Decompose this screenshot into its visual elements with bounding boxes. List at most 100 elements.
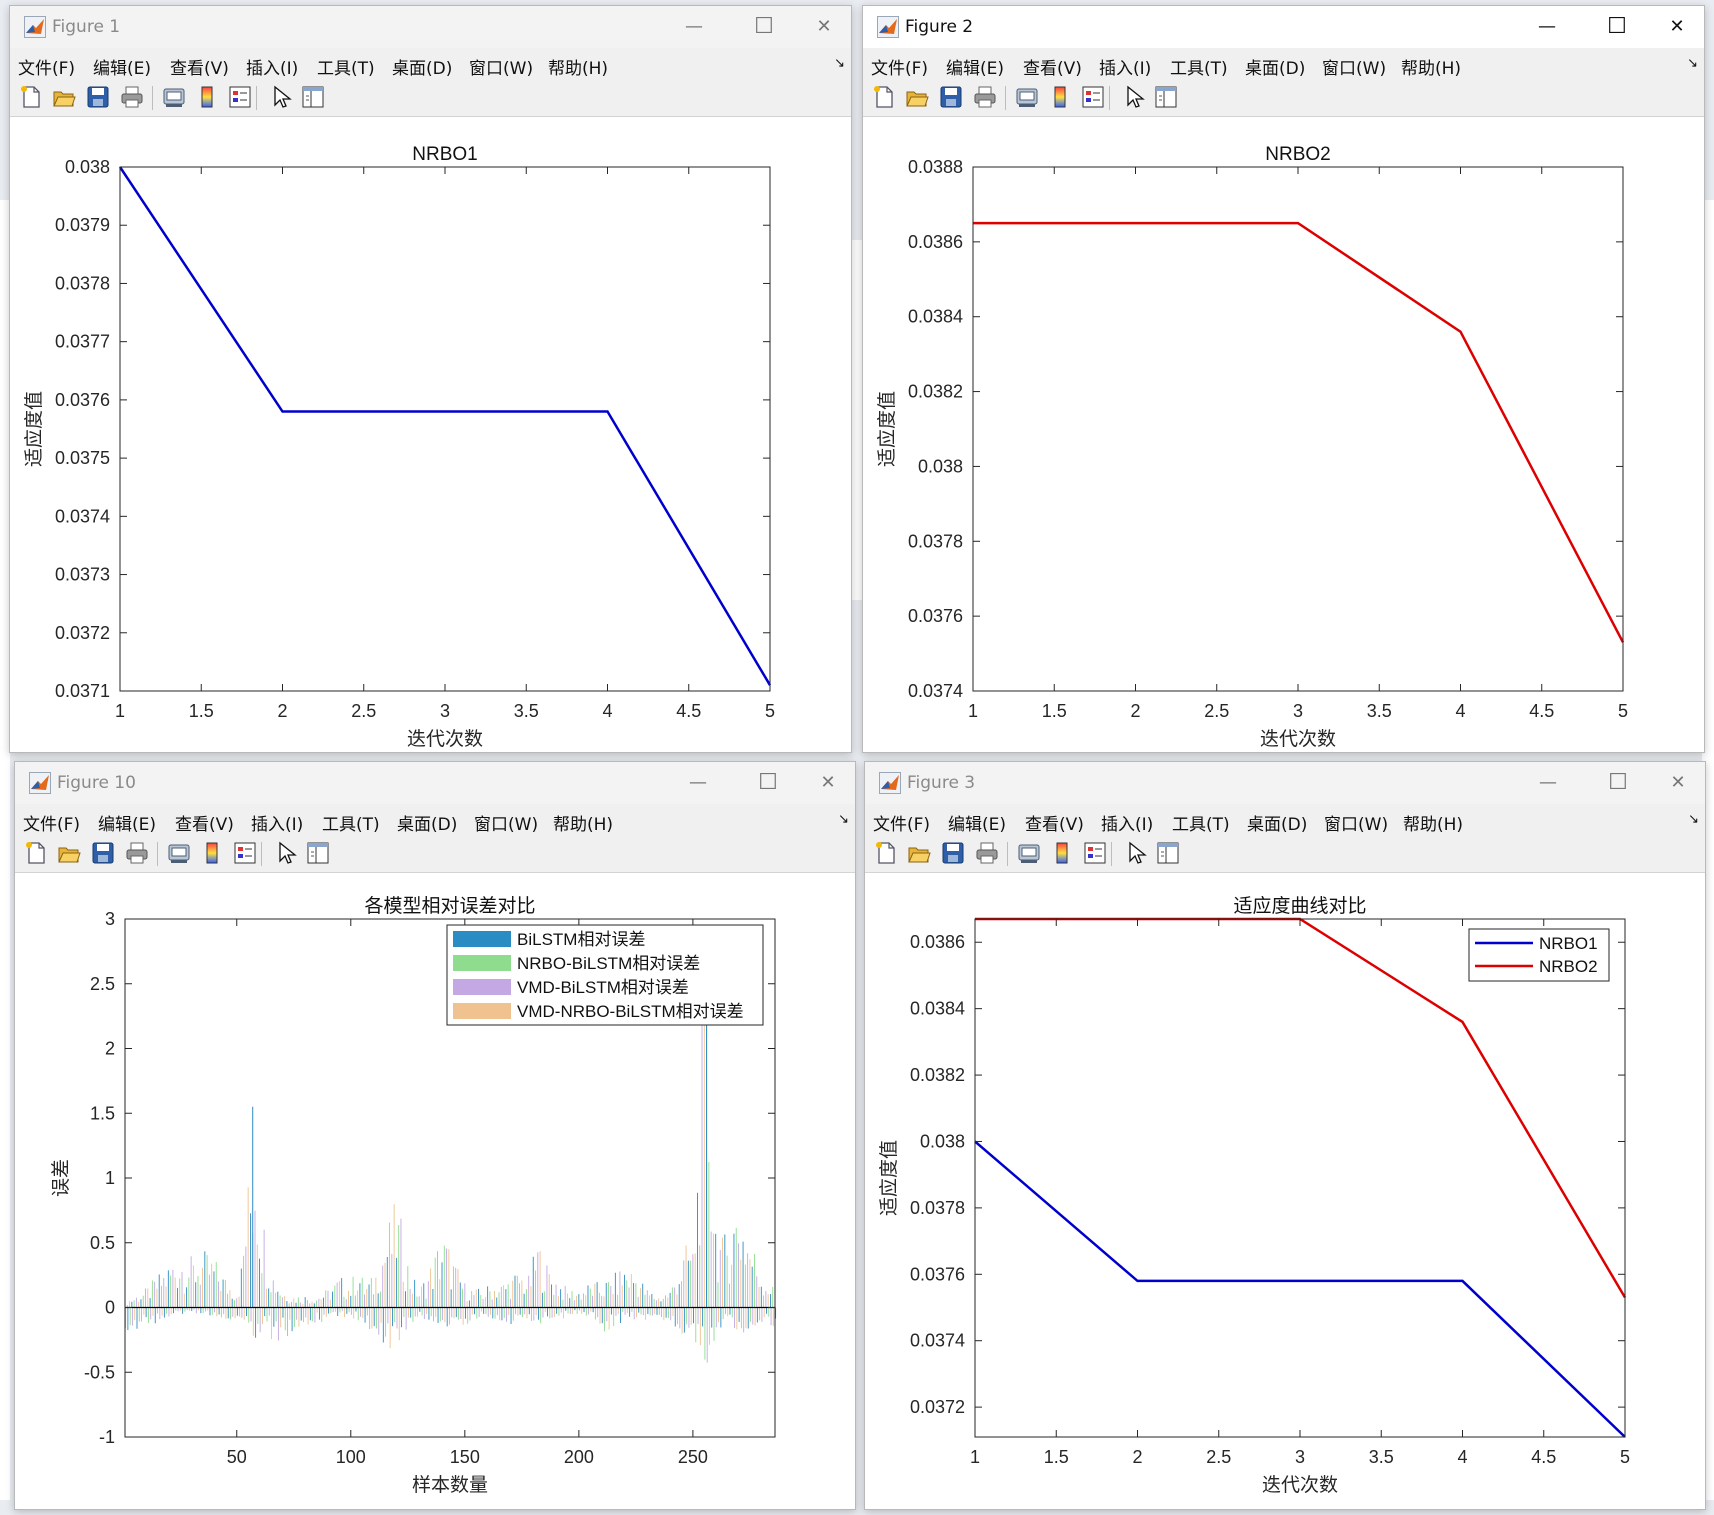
colorbar-icon[interactable] (1049, 840, 1075, 866)
menu-item-2[interactable]: 查看(V) (1023, 59, 1082, 79)
dock-arrow-icon[interactable]: ↘ (838, 812, 849, 827)
print-preview-icon[interactable] (1016, 840, 1042, 866)
legend-icon[interactable] (1080, 84, 1106, 110)
save-icon[interactable] (85, 84, 111, 110)
pointer-icon[interactable] (267, 84, 293, 110)
property-editor-icon[interactable] (1155, 840, 1181, 866)
axes-fig2[interactable]: 1 1.5 2 2.5 3 3.5 4 4.5 5 0.0374 0.0376 0.0378 0.038… (863, 117, 1704, 753)
menu-item-6[interactable]: 窗口(W) (1324, 815, 1389, 835)
menu-item-3[interactable]: 插入(I) (1101, 815, 1154, 835)
print-icon[interactable] (972, 84, 998, 110)
menu-item-7[interactable]: 帮助(H) (1403, 815, 1464, 835)
legend-icon[interactable] (1082, 840, 1108, 866)
maximize-button[interactable]: ☐ (754, 14, 774, 39)
menu-item-1[interactable]: 编辑(E) (948, 815, 1007, 835)
maximize-button[interactable]: ☐ (1608, 770, 1628, 795)
legend-icon[interactable] (227, 84, 253, 110)
axes-fig1[interactable]: 1 1.5 2 2.5 3 3.5 4 4.5 5 0.0371 0.0372 0.0373 0.037… (10, 117, 851, 753)
close-button[interactable]: ✕ (1669, 16, 1685, 37)
menu-item-0[interactable]: 文件(F) (873, 815, 931, 835)
save-icon[interactable] (938, 84, 964, 110)
pointer-icon[interactable] (272, 840, 298, 866)
print-icon[interactable] (124, 840, 150, 866)
open-file-icon[interactable] (51, 84, 77, 110)
figure-canvas[interactable]: 1 1.5 2 2.5 3 3.5 4 4.5 5 0.0372 0.0374 0.0376 0.037… (865, 873, 1705, 1509)
axes-fig3[interactable]: 1 1.5 2 2.5 3 3.5 4 4.5 5 0.0372 0.0374 0.0376 0.037… (865, 873, 1705, 1510)
save-icon[interactable] (90, 840, 116, 866)
title-bar[interactable]: Figure 2 — ☐ ✕ (863, 6, 1704, 48)
menu-item-4[interactable]: 工具(T) (322, 815, 380, 835)
open-file-icon[interactable] (904, 84, 930, 110)
dock-arrow-icon[interactable]: ↘ (1688, 812, 1699, 827)
print-icon[interactable] (974, 840, 1000, 866)
property-editor-icon[interactable] (300, 84, 326, 110)
close-button[interactable]: ✕ (820, 772, 836, 793)
menu-item-6[interactable]: 窗口(W) (469, 59, 534, 79)
title-bar[interactable]: Figure 3 — ☐ ✕ (865, 762, 1705, 804)
title-bar[interactable]: Figure 1 — ☐ ✕ (10, 6, 851, 48)
fig3-window[interactable]: Figure 3 — ☐ ✕ 文件(F) 编辑(E) 查看(V) 插入(I) 工具(T) 桌面(D… (864, 761, 1706, 1510)
open-file-icon[interactable] (56, 840, 82, 866)
fig10-window[interactable]: Figure 10 — ☐ ✕ 文件(F) 编辑(E) 查看(V) 插入(I) 工具(T) 桌面(… (14, 761, 856, 1510)
legend-box[interactable] (1468, 928, 1610, 982)
menu-item-0[interactable]: 文件(F) (18, 59, 76, 79)
menu-item-5[interactable]: 桌面(D) (1247, 815, 1308, 835)
colorbar-icon[interactable] (194, 84, 220, 110)
menu-item-4[interactable]: 工具(T) (1170, 59, 1228, 79)
menu-item-7[interactable]: 帮助(H) (553, 815, 614, 835)
menu-item-2[interactable]: 查看(V) (175, 815, 234, 835)
menu-item-1[interactable]: 编辑(E) (93, 59, 152, 79)
menu-item-0[interactable]: 文件(F) (871, 59, 929, 79)
menu-item-0[interactable]: 文件(F) (23, 815, 81, 835)
dock-arrow-icon[interactable]: ↘ (1687, 56, 1698, 71)
menu-item-7[interactable]: 帮助(H) (548, 59, 609, 79)
menu-item-2[interactable]: 查看(V) (1025, 815, 1084, 835)
menu-item-1[interactable]: 编辑(E) (946, 59, 1005, 79)
minimize-button[interactable]: — (1539, 772, 1557, 793)
maximize-button[interactable]: ☐ (758, 770, 778, 795)
legend-icon[interactable] (232, 840, 258, 866)
save-icon[interactable] (940, 840, 966, 866)
menu-item-3[interactable]: 插入(I) (246, 59, 299, 79)
menu-item-5[interactable]: 桌面(D) (1245, 59, 1306, 79)
open-file-icon[interactable] (906, 840, 932, 866)
figure-canvas[interactable]: 1 1.5 2 2.5 3 3.5 4 4.5 5 0.0374 0.0376 0.0378 0.038… (863, 117, 1704, 752)
new-figure-icon[interactable] (871, 84, 897, 110)
menu-item-3[interactable]: 插入(I) (251, 815, 304, 835)
axes-fig10[interactable]: 50 100 150 200 250 -1 -0.5 0 0.5 1 1.5 2 2.5 3 各模型相对误差… (15, 873, 855, 1510)
property-editor-icon[interactable] (1153, 84, 1179, 110)
print-icon[interactable] (119, 84, 145, 110)
menu-item-4[interactable]: 工具(T) (1172, 815, 1230, 835)
print-preview-icon[interactable] (161, 84, 187, 110)
menu-item-3[interactable]: 插入(I) (1099, 59, 1152, 79)
colorbar-icon[interactable] (1047, 84, 1073, 110)
menu-item-1[interactable]: 编辑(E) (98, 815, 157, 835)
print-preview-icon[interactable] (1014, 84, 1040, 110)
minimize-button[interactable]: — (685, 16, 703, 37)
menu-item-6[interactable]: 窗口(W) (1322, 59, 1387, 79)
new-figure-icon[interactable] (873, 840, 899, 866)
minimize-button[interactable]: — (1538, 16, 1556, 37)
figure-canvas[interactable]: 50 100 150 200 250 -1 -0.5 0 0.5 1 1.5 2 2.5 3 各模型相对误差… (15, 873, 855, 1509)
pointer-icon[interactable] (1120, 84, 1146, 110)
menu-item-2[interactable]: 查看(V) (170, 59, 229, 79)
property-editor-icon[interactable] (305, 840, 331, 866)
close-button[interactable]: ✕ (816, 16, 832, 37)
menu-item-5[interactable]: 桌面(D) (397, 815, 458, 835)
pointer-icon[interactable] (1122, 840, 1148, 866)
minimize-button[interactable]: — (689, 772, 707, 793)
menu-item-6[interactable]: 窗口(W) (474, 815, 539, 835)
close-button[interactable]: ✕ (1670, 772, 1686, 793)
menu-item-4[interactable]: 工具(T) (317, 59, 375, 79)
dock-arrow-icon[interactable]: ↘ (834, 56, 845, 71)
menu-item-7[interactable]: 帮助(H) (1401, 59, 1462, 79)
colorbar-icon[interactable] (199, 840, 225, 866)
new-figure-icon[interactable] (23, 840, 49, 866)
fig1-window[interactable]: Figure 1 — ☐ ✕ 文件(F) 编辑(E) 查看(V) 插入(I) 工具(T) 桌面(D… (9, 5, 852, 753)
print-preview-icon[interactable] (166, 840, 192, 866)
maximize-button[interactable]: ☐ (1607, 14, 1627, 39)
title-bar[interactable]: Figure 10 — ☐ ✕ (15, 762, 855, 804)
figure-canvas[interactable]: 1 1.5 2 2.5 3 3.5 4 4.5 5 0.0371 0.0372 0.0373 0.037… (10, 117, 851, 752)
fig2-window[interactable]: Figure 2 — ☐ ✕ 文件(F) 编辑(E) 查看(V) 插入(I) 工具(T) 桌面(D… (862, 5, 1705, 753)
menu-item-5[interactable]: 桌面(D) (392, 59, 453, 79)
